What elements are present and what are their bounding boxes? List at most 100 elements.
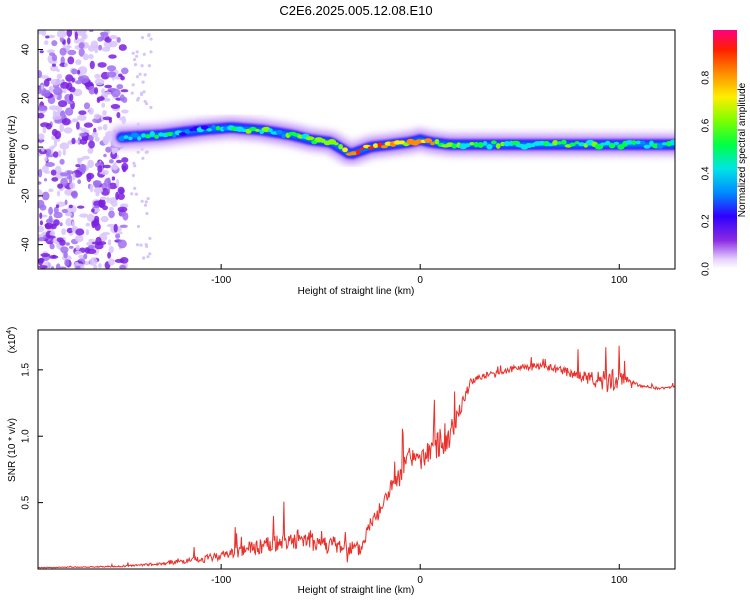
heatmap-noise-dot (132, 161, 136, 165)
heatmap-ridge-bead (255, 128, 260, 132)
heatmap-noise-blob (68, 175, 73, 184)
heatmap-noise-blob (88, 238, 95, 243)
heatmap-noise-blob (121, 157, 129, 163)
heatmap-noise-blob (68, 100, 74, 105)
heatmap-noise-blob (45, 35, 50, 39)
heatmap-noise-blob (115, 233, 121, 239)
heatmap-noise-blob (75, 59, 82, 65)
heatmap-noise-blob (101, 188, 110, 196)
heatmap-noise-blob (115, 178, 120, 188)
heatmap-noise-dot (131, 173, 135, 178)
heatmap-noise-blob (88, 107, 94, 115)
heatmap-noise-blob (78, 48, 85, 57)
heatmap-noise-dot (135, 75, 139, 79)
heatmap-noise-blob (88, 135, 94, 141)
heatmap-ridge-bead (604, 140, 611, 146)
heatmap-noise-blob (79, 213, 89, 218)
heatmap-noise-blob (75, 164, 81, 168)
spectrogram-axes: -100 0 100 -40 -20 0 20 40 (21, 44, 628, 286)
heatmap-ridge-bead (338, 144, 343, 150)
heatmap-noise-dot (140, 199, 144, 203)
heatmap-noise-blob (103, 97, 111, 102)
heatmap-noise-blob (64, 199, 68, 206)
heatmap-noise-dot (148, 236, 152, 240)
heatmap-noise-blob (58, 100, 68, 108)
heatmap-noise-dot (136, 224, 141, 229)
snr-xlabel: Height of straight line (km) (298, 585, 415, 596)
heatmap-ridge-bead (149, 131, 155, 137)
heatmap-noise-dot (133, 164, 137, 168)
heatmap-ridge-bead (184, 129, 190, 134)
heatmap-noise-blob (110, 88, 121, 98)
heatmap-noise-blob (38, 199, 45, 209)
heatmap-noise-blob (48, 206, 53, 215)
heatmap-noise-dot (143, 73, 147, 77)
heatmap-ridge-bead (657, 143, 664, 150)
heatmap-noise-blob (65, 218, 72, 227)
colorbar-ticks: 0.0 0.2 0.4 0.6 0.8 (701, 70, 712, 276)
heatmap-noise-blob (38, 257, 45, 264)
heatmap-ridge-bead (434, 139, 440, 145)
heatmap-noise-blob (51, 177, 59, 182)
heatmap-noise-blob (106, 71, 117, 78)
heatmap-noise-blob (50, 169, 57, 176)
heatmap-noise-blob (101, 88, 105, 95)
snr-axes: -100 0 100 0.5 1.0 1.5 (21, 362, 628, 586)
heatmap-ridge-bead (123, 135, 129, 139)
heatmap-noise-blob (91, 208, 95, 213)
heatmap-noise-blob (101, 169, 109, 176)
heatmap-noise-blob (117, 206, 128, 213)
heatmap-ridge-bead (137, 136, 142, 141)
heatmap-noise-blob (116, 37, 121, 43)
heatmap-noise-dot (143, 99, 147, 104)
heatmap-noise-blob (64, 212, 73, 217)
heatmap-noise-blob (86, 213, 95, 222)
heatmap-noise-dot (145, 211, 149, 216)
heatmap-noise-blob (76, 121, 80, 130)
heatmap-noise-blob (110, 104, 121, 109)
heatmap-ridge-bead (381, 145, 388, 149)
heatmap-noise-blob (116, 84, 124, 90)
heatmap-noise-blob (118, 44, 127, 51)
heatmap-noise-blob (78, 42, 85, 49)
heatmap-noise-blob (93, 264, 98, 269)
heatmap-noise-blob (56, 73, 63, 80)
heatmap-ridge-bead (268, 128, 273, 133)
heatmap-noise-blob (78, 30, 87, 35)
heatmap-noise-blob (115, 191, 119, 200)
heatmap-noise-blob (112, 163, 116, 168)
snr-ytick-label: 0.5 (21, 495, 32, 509)
heatmap-noise-blob (89, 30, 94, 33)
spectrogram-ytick-label: -40 (21, 237, 32, 252)
heatmap-ridge-bead (473, 141, 479, 148)
heatmap-noise-blob (77, 114, 87, 121)
heatmap-noise-dot (130, 91, 134, 95)
heatmap-noise-dot (135, 50, 139, 54)
heatmap-ridge-bead (669, 139, 675, 146)
spectrogram-xtick-label: 100 (611, 275, 628, 286)
heatmap-noise-blob (67, 49, 77, 56)
heatmap-noise-blob (38, 237, 46, 242)
heatmap-noise-blob (95, 192, 100, 197)
heatmap-noise-blob (65, 74, 74, 82)
heatmap-noise-blob (113, 223, 118, 233)
heatmap-ridge-bead (424, 138, 433, 144)
heatmap-noise-blob (41, 89, 51, 98)
heatmap-ridge-bead (486, 144, 493, 150)
heatmap-noise-blob (74, 31, 78, 40)
heatmap-noise-blob (40, 253, 51, 257)
heatmap-noise-blob (89, 184, 94, 193)
heatmap-ridge-bead (503, 141, 511, 147)
heatmap-ridge-bead (281, 133, 286, 139)
spectrogram-xtick-label: 0 (417, 275, 423, 286)
heatmap-noise-dot (133, 58, 137, 62)
heatmap-noise-blob (96, 98, 101, 103)
heatmap-noise-blob (38, 86, 42, 95)
heatmap-noise-blob (88, 53, 94, 60)
heatmap-noise-blob (59, 172, 69, 177)
heatmap-noise-blob (83, 122, 93, 128)
heatmap-noise-blob (45, 218, 54, 224)
heatmap-noise-blob (51, 40, 58, 47)
heatmap-ridge-bead (477, 142, 484, 148)
heatmap-ridge-bead (118, 136, 125, 142)
